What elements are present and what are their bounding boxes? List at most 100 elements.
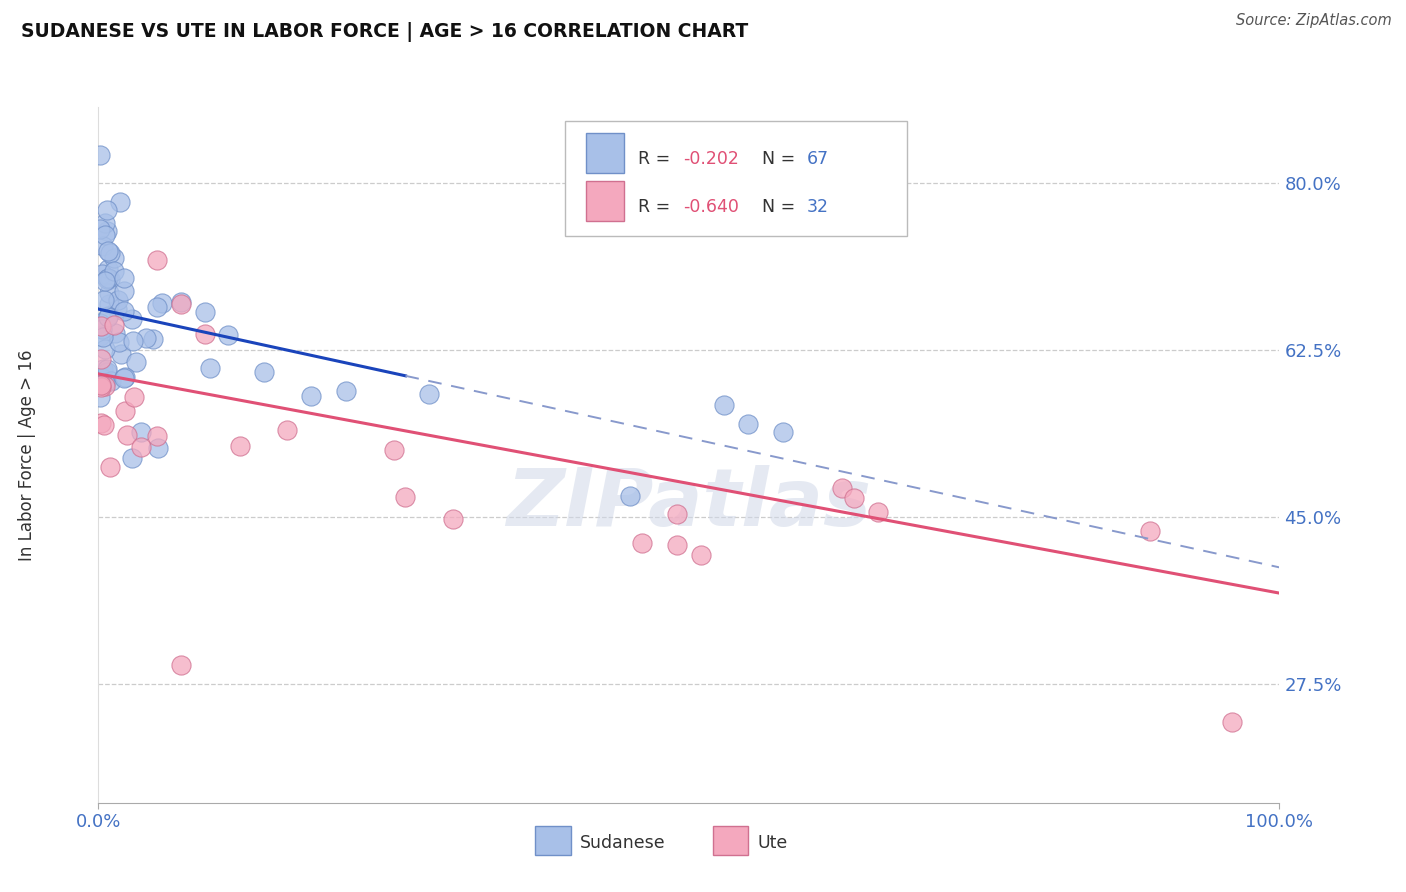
FancyBboxPatch shape (536, 826, 571, 855)
Point (114, 404, 136, 418)
Point (122, 390, 145, 404)
Point (90, 379, 112, 393)
Point (112, 371, 135, 385)
Point (89, 316, 111, 330)
Point (93, 293, 115, 307)
FancyBboxPatch shape (586, 133, 624, 173)
Point (103, 251, 125, 265)
Text: Ute: Ute (758, 833, 787, 852)
Point (90, 377, 112, 392)
Text: R =: R = (638, 198, 676, 216)
Point (91, 239, 114, 253)
Point (394, 490, 416, 504)
Point (100, 374, 122, 388)
Point (107, 293, 129, 307)
Point (97, 244, 120, 258)
Point (129, 441, 152, 455)
Point (772, 425, 794, 439)
Text: 32: 32 (807, 198, 830, 216)
Point (91, 268, 114, 282)
Text: Sudanese: Sudanese (581, 833, 666, 852)
Point (97, 271, 120, 285)
Point (96, 224, 118, 238)
Point (96, 203, 118, 218)
Point (103, 318, 125, 332)
Point (91, 330, 114, 344)
Point (335, 384, 357, 398)
Point (96, 272, 118, 286)
Point (844, 491, 866, 505)
Point (90, 318, 112, 333)
Point (229, 439, 252, 453)
Point (831, 481, 853, 495)
Point (253, 365, 276, 379)
Text: N =: N = (762, 198, 801, 216)
Text: Source: ZipAtlas.com: Source: ZipAtlas.com (1236, 13, 1392, 29)
Point (103, 263, 125, 277)
Point (129, 425, 152, 439)
Point (121, 311, 143, 326)
Point (94, 274, 117, 288)
Point (630, 535, 652, 549)
Point (90, 322, 112, 336)
Point (105, 302, 128, 317)
Point (94, 342, 117, 356)
Point (141, 332, 163, 346)
Point (200, 361, 222, 376)
Point (108, 195, 131, 210)
Point (90, 417, 112, 431)
Text: ZIPatlas: ZIPatlas (506, 465, 872, 542)
Point (666, 508, 689, 522)
Point (96, 362, 118, 376)
Point (866, 505, 889, 519)
Point (89, 147, 111, 161)
Point (125, 355, 148, 369)
Point (619, 489, 641, 503)
Point (98, 271, 121, 285)
Point (1139, 524, 1161, 538)
Point (108, 335, 131, 350)
FancyBboxPatch shape (713, 826, 748, 855)
Text: N =: N = (762, 150, 801, 168)
Point (382, 443, 405, 458)
Point (93, 418, 115, 433)
FancyBboxPatch shape (565, 121, 907, 235)
Y-axis label: In Labor Force | Age > 16: In Labor Force | Age > 16 (18, 349, 37, 561)
Point (90, 351, 112, 366)
Text: -0.640: -0.640 (683, 198, 740, 216)
Point (148, 441, 170, 455)
Point (97, 261, 120, 276)
Point (96, 365, 118, 379)
Point (89, 329, 111, 343)
Point (89, 222, 111, 236)
Point (170, 657, 193, 672)
Point (217, 328, 239, 343)
Point (418, 387, 440, 401)
Point (146, 252, 169, 267)
Point (110, 347, 132, 361)
Point (276, 423, 298, 437)
Point (98, 459, 121, 474)
Point (97, 310, 120, 324)
Point (737, 417, 759, 432)
Point (115, 428, 138, 442)
Point (122, 334, 145, 348)
Point (112, 271, 135, 285)
Point (170, 297, 193, 311)
Point (121, 450, 143, 465)
Point (100, 246, 122, 260)
Point (713, 398, 735, 412)
Point (112, 284, 135, 298)
Point (1220, 714, 1243, 729)
Point (97, 285, 120, 300)
Point (689, 548, 711, 562)
Point (94, 228, 117, 243)
Text: 67: 67 (807, 150, 830, 168)
Point (170, 294, 193, 309)
Point (441, 512, 464, 526)
Point (94, 379, 117, 393)
Point (97, 310, 120, 325)
Point (135, 331, 157, 345)
Point (146, 429, 169, 443)
Point (94, 216, 117, 230)
